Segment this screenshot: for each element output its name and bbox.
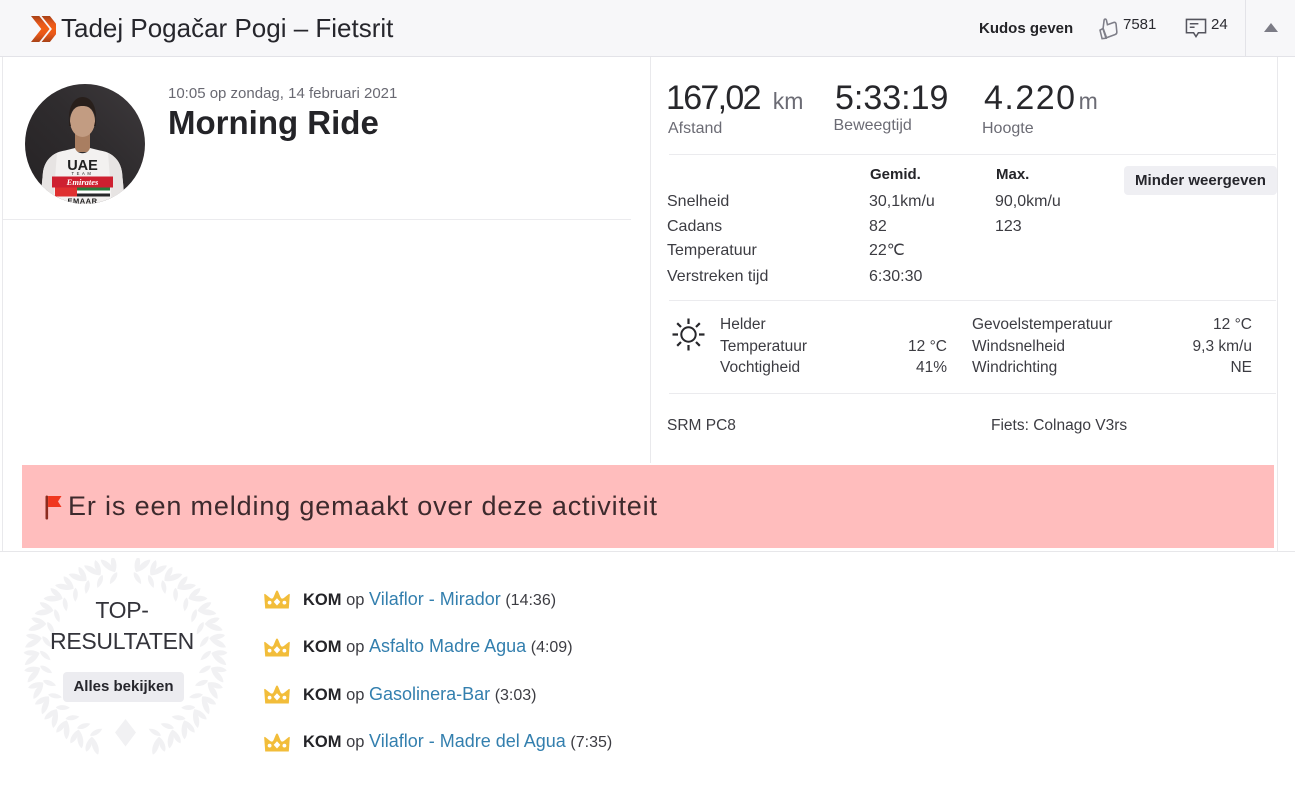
svg-text:UAE: UAE: [67, 158, 98, 174]
svg-text:EMAAR: EMAAR: [68, 197, 98, 205]
svg-text:TEAM: TEAM: [71, 171, 93, 176]
svg-text:Emirates: Emirates: [66, 177, 99, 187]
